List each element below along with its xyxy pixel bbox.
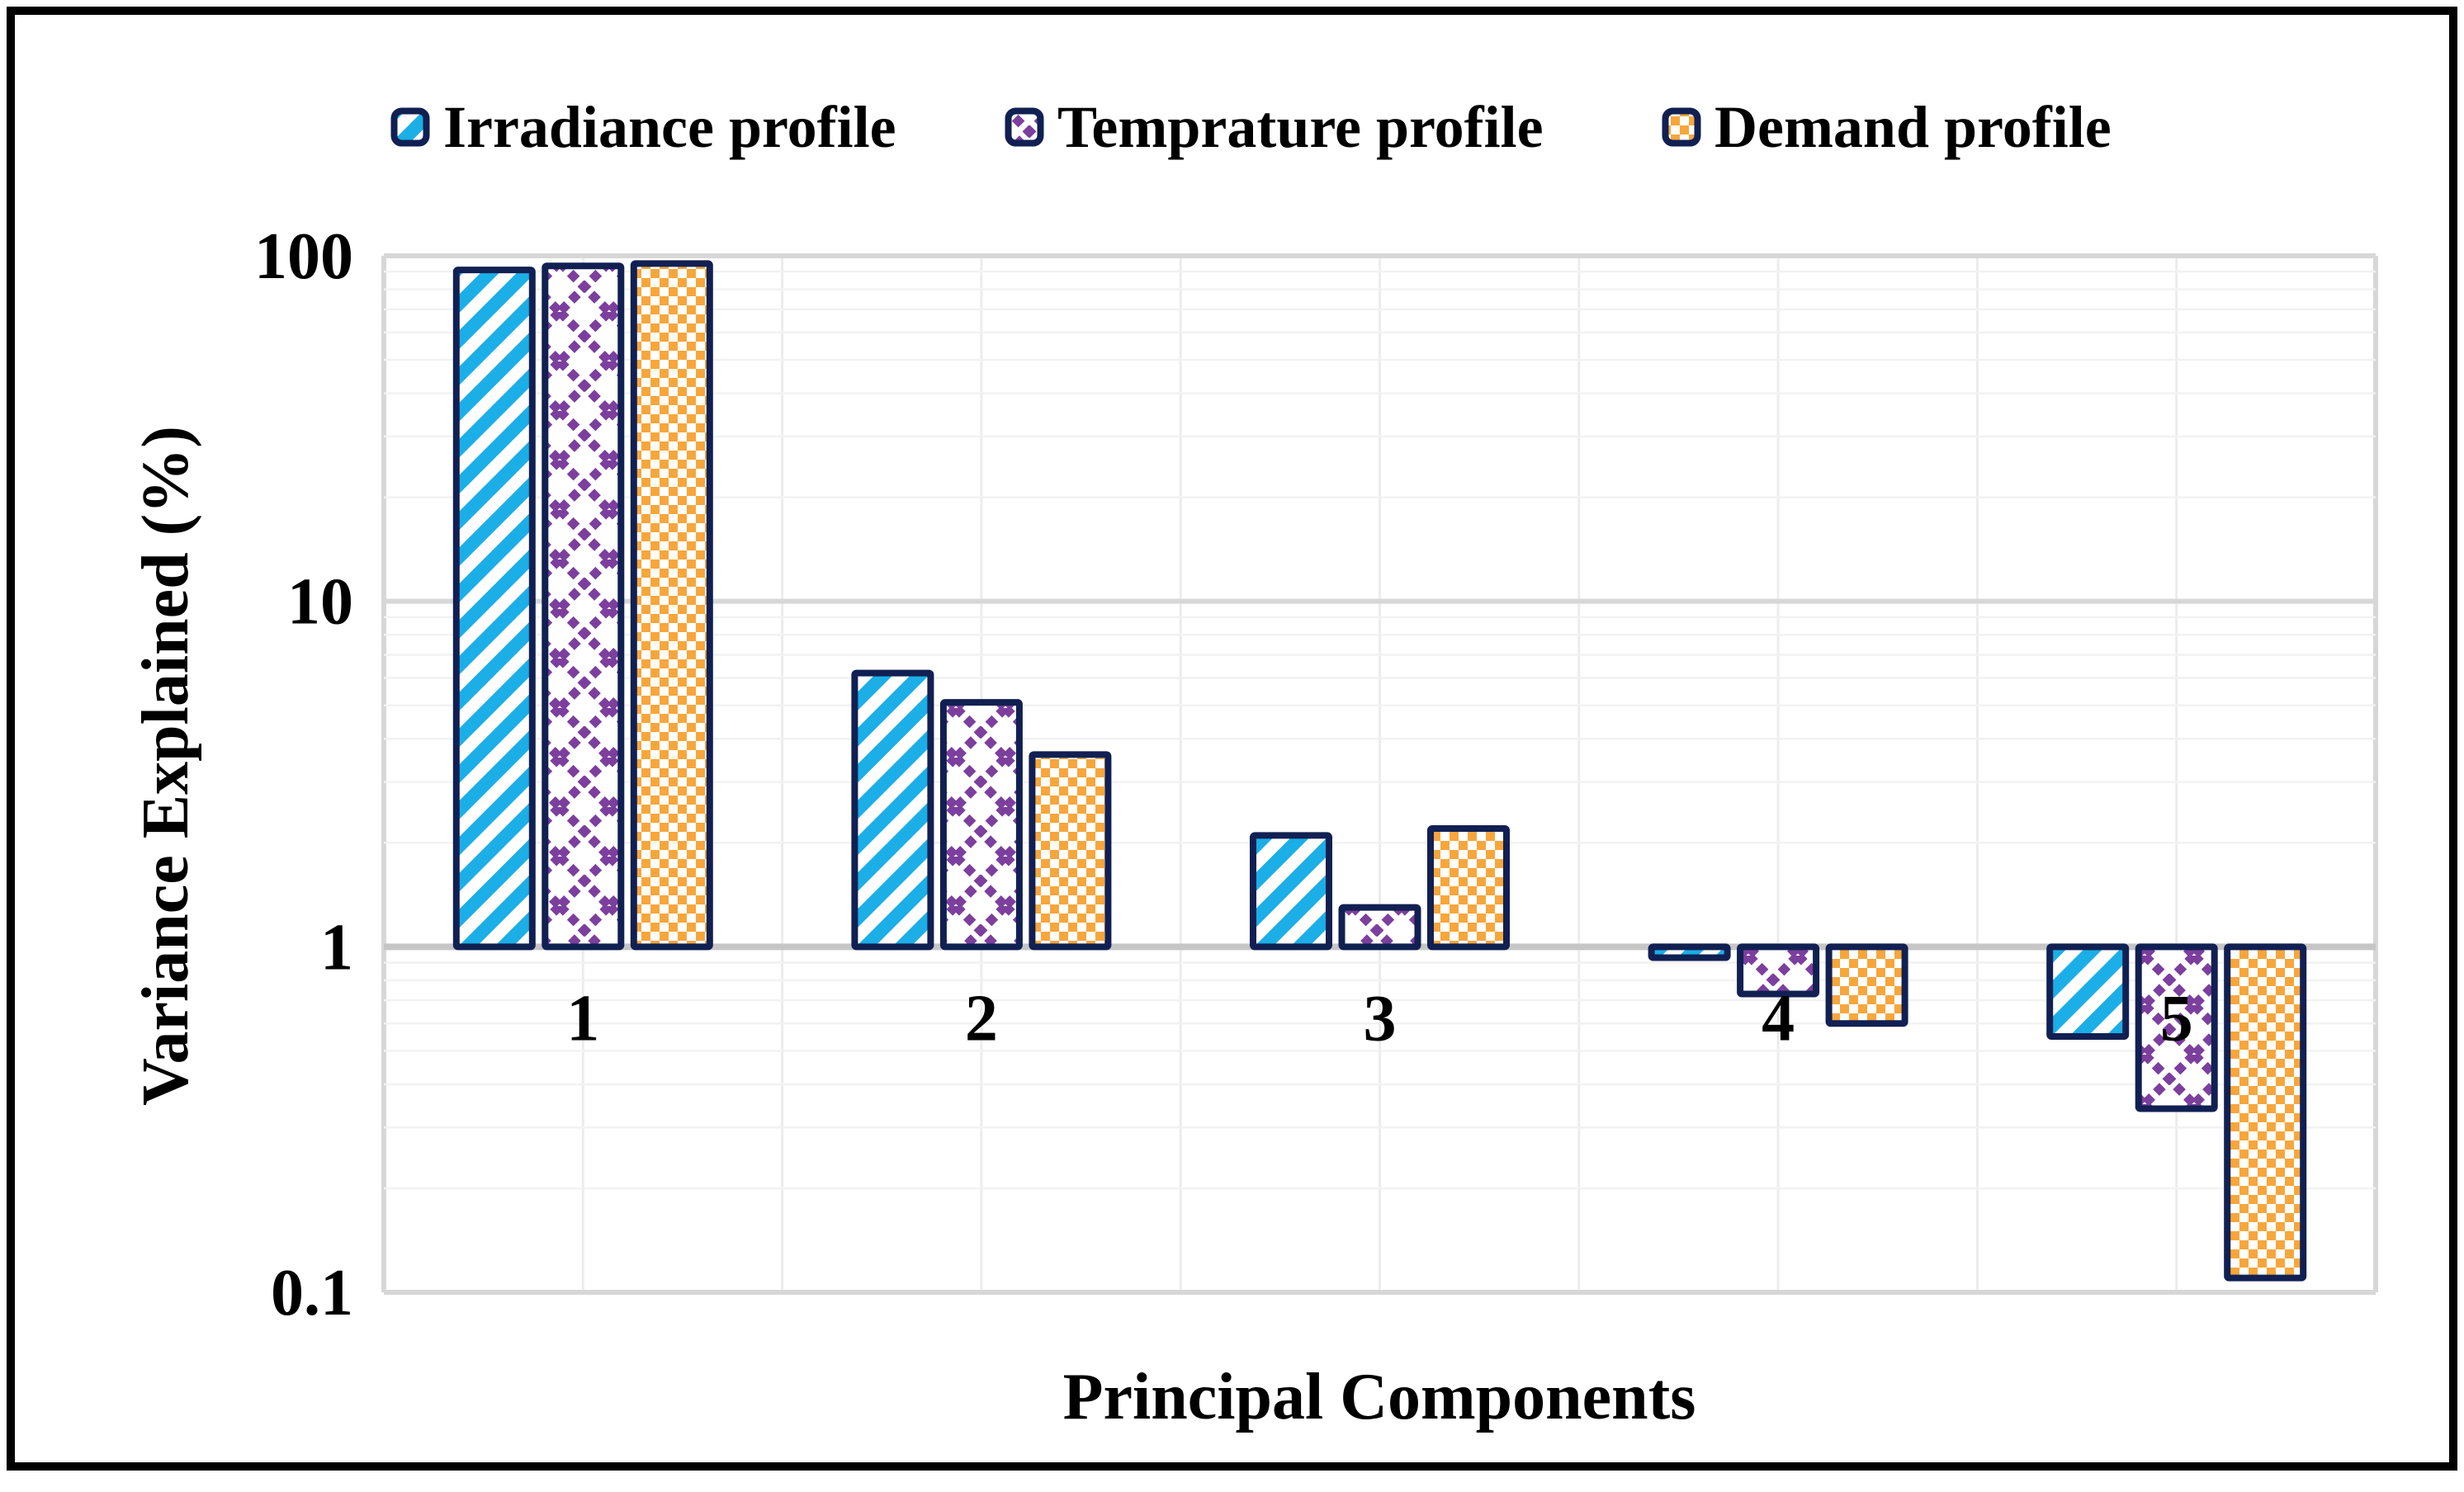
bar-temprature-pc5 — [2135, 943, 2218, 1112]
x-category-label-5: 5 — [2160, 982, 2193, 1055]
x-axis-title: Principal Components — [1062, 1361, 1696, 1433]
legend-label-irradiance: Irradiance profile — [443, 94, 896, 160]
bar-irradiance-pc1 — [452, 267, 536, 951]
legend-item-temprature: Temprature profile — [1005, 97, 1544, 157]
bar-chart: 100 10 1 0.1 1 2 3 4 5 — [254, 220, 2378, 1329]
legend-marker-temprature-icon — [1005, 107, 1044, 147]
bar-demand-pc4 — [1825, 943, 1908, 1027]
y-tick-label-10: 10 — [287, 566, 353, 639]
bar-demand-pc1 — [630, 260, 713, 951]
bar-irradiance-pc5 — [2046, 943, 2130, 1041]
bar-demand-pc5 — [2224, 943, 2307, 1282]
legend-marker-demand-icon — [1662, 107, 1701, 147]
bar-irradiance-pc3 — [1250, 832, 1332, 951]
bar-irradiance-pc4 — [1648, 943, 1731, 961]
legend-label-temprature: Temprature profile — [1057, 94, 1544, 160]
y-tick-label-1: 1 — [320, 911, 353, 984]
x-category-label-4: 4 — [1762, 982, 1795, 1055]
legend-item-irradiance: Irradiance profile — [390, 97, 896, 157]
bar-temprature-pc2 — [939, 699, 1023, 951]
y-tick-label-100: 100 — [254, 220, 353, 293]
bar-temprature-pc1 — [542, 262, 625, 951]
bar-demand-pc3 — [1427, 824, 1510, 951]
legend-item-demand: Demand profile — [1662, 97, 2112, 157]
y-axis-title: Variance Explained (%) — [130, 426, 202, 1106]
x-category-label-1: 1 — [566, 982, 599, 1055]
bar-temprature-pc4 — [1737, 943, 1820, 998]
x-category-label-3: 3 — [1364, 982, 1397, 1055]
chart-frame: 100 10 1 0.1 1 2 3 4 5 Irradiance profile Temprat… — [7, 7, 2457, 1471]
bar-demand-pc2 — [1029, 751, 1112, 951]
bar-irradiance-pc2 — [851, 669, 934, 951]
bar-temprature-pc3 — [1338, 904, 1421, 951]
legend-label-demand: Demand profile — [1714, 94, 2112, 160]
x-category-label-2: 2 — [965, 982, 998, 1055]
legend-marker-irradiance-icon — [390, 107, 430, 147]
y-tick-label-0.1: 0.1 — [271, 1257, 353, 1329]
